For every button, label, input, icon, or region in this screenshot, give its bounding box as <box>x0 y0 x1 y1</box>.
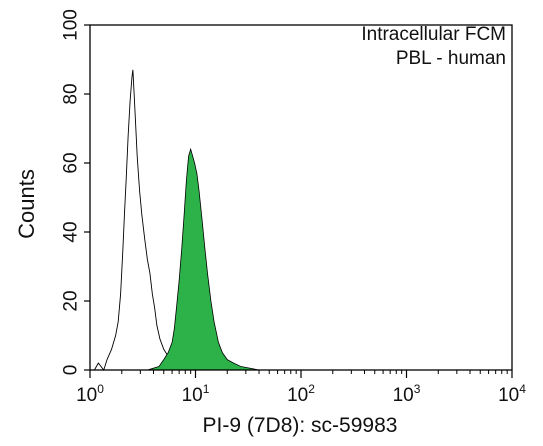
series-filled-histogram <box>147 147 260 371</box>
x-tick-label-3: 103 <box>393 382 421 406</box>
x-tick-label-1: 101 <box>182 382 210 406</box>
y-tick-label-20: 20 <box>61 290 82 311</box>
y-tick-label-40: 40 <box>61 221 82 242</box>
annotation-pbl-human: PBL - human <box>396 48 506 69</box>
y-tick-label-80: 80 <box>61 83 82 104</box>
plot-frame <box>89 24 513 371</box>
x-tick-label-2: 102 <box>287 382 315 406</box>
x-tick-label-0: 100 <box>76 382 104 406</box>
y-axis-title: Counts <box>14 169 39 239</box>
y-tick-label-100: 100 <box>61 9 82 41</box>
y-tick-label-60: 60 <box>61 152 82 173</box>
x-axis-title: PI-9 (7D8): sc-59983 <box>203 414 398 437</box>
x-tick-label-4: 104 <box>498 382 526 406</box>
y-tick-label-0: 0 <box>61 365 82 376</box>
annotation-intracellular-fcm: Intracellular FCM <box>361 24 506 45</box>
